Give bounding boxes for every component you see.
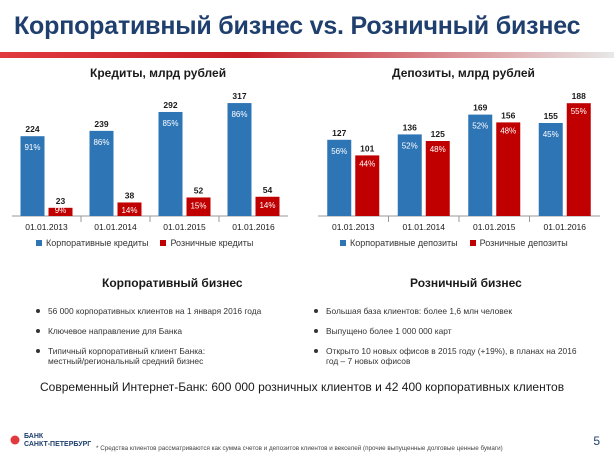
deposits-value-label: 127 bbox=[332, 128, 346, 138]
loans-share-label: 14% bbox=[259, 201, 275, 210]
loans-tick-label: 01.01.2013 bbox=[25, 222, 68, 232]
loans-bar-retail bbox=[117, 202, 142, 216]
bank-logo: БАНК САНКТ-ПЕТЕРБУРГ bbox=[10, 433, 91, 449]
legend-label: Корпоративные депозиты bbox=[350, 238, 458, 248]
legend-corporate-loans: Корпоративные кредиты bbox=[36, 238, 148, 248]
logo-line-2: САНКТ-ПЕТЕРБУРГ bbox=[24, 441, 92, 448]
loans-value-label: 23 bbox=[56, 196, 66, 206]
deposits-tick-label: 01.01.2013 bbox=[332, 222, 375, 232]
loans-bar-retail bbox=[255, 196, 280, 216]
legend-corporate-deposits: Корпоративные депозиты bbox=[340, 238, 458, 248]
deposits-chart-title: Депозиты, млрд рублей bbox=[392, 66, 535, 80]
bank-logo-text: БАНК САНКТ-ПЕТЕРБУРГ bbox=[24, 433, 91, 449]
loans-chart: 224 91% 239% 01.01.2013 239 86% 38 14% 01.01.201… bbox=[12, 91, 288, 232]
deposits-bar-corporate bbox=[468, 114, 493, 216]
loans-chart-title: Кредиты, млрд рублей bbox=[90, 66, 227, 80]
corporate-section-title: Корпоративный бизнес bbox=[102, 276, 243, 290]
legend-label: Розничные кредиты bbox=[170, 238, 254, 248]
deposits-bar-corporate bbox=[538, 123, 563, 216]
list-item: Выпущено более 1 000 000 карт bbox=[312, 326, 608, 336]
loans-bar-retail bbox=[48, 207, 73, 216]
deposits-tick-label: 01.01.2015 bbox=[473, 222, 516, 232]
loans-value-label: 239 bbox=[94, 119, 108, 129]
loans-share-label: 15% bbox=[190, 201, 206, 210]
deposits-share-label: 52% bbox=[472, 122, 488, 131]
loans-share-label: 85% bbox=[162, 119, 178, 128]
deposits-share-label: 48% bbox=[500, 126, 516, 135]
footnote: * Средства клиентов рассматриваются как … bbox=[96, 445, 503, 452]
deposits-value-label: 156 bbox=[501, 110, 515, 120]
legend-swatch-corporate bbox=[340, 240, 346, 246]
loans-value-label: 38 bbox=[125, 190, 135, 200]
internet-bank-summary: Современный Интернет-Банк: 600 000 розни… bbox=[40, 380, 565, 394]
deposits-value-label: 101 bbox=[360, 143, 374, 153]
loans-value-label: 317 bbox=[232, 91, 246, 101]
loans-value-label: 224 bbox=[25, 124, 39, 134]
legend-swatch-retail bbox=[160, 240, 167, 246]
deposits-value-label: 169 bbox=[473, 103, 487, 113]
loans-bar-corporate bbox=[20, 136, 45, 216]
loans-value-label: 292 bbox=[163, 100, 177, 110]
loans-tick-label: 01.01.2014 bbox=[94, 222, 137, 232]
deposits-value-label: 136 bbox=[403, 122, 417, 132]
legend-label: Розничные депозиты bbox=[479, 238, 568, 248]
deposits-tick-label: 01.01.2014 bbox=[402, 222, 445, 232]
loans-tick-label: 01.01.2015 bbox=[163, 222, 206, 232]
list-item: Большая база клиентов: более 1,6 млн чел… bbox=[312, 306, 608, 316]
loans-legend: Корпоративные кредиты Розничные кредиты bbox=[36, 238, 253, 248]
retail-section-title: Розничный бизнес bbox=[410, 276, 522, 290]
deposits-share-label: 48% bbox=[430, 145, 446, 154]
deposits-share-label: 44% bbox=[359, 159, 375, 168]
page-title: Корпоративный бизнес vs. Розничный бизне… bbox=[14, 12, 581, 40]
list-item: Ключевое направление для Банка bbox=[34, 326, 304, 336]
loans-share-label: 86% bbox=[231, 110, 247, 119]
list-item: Типичный корпоративный клиент Банка: мес… bbox=[34, 346, 304, 366]
legend-retail-loans: Розничные кредиты bbox=[160, 238, 253, 248]
deposits-chart: 127 56% 101 44% 01.01.2013 136 52% 125 48% 01.01.… bbox=[318, 91, 600, 232]
loans-share-label: 9% bbox=[55, 206, 67, 215]
deposits-bar-retail bbox=[355, 155, 380, 216]
deposits-value-label: 155 bbox=[544, 111, 558, 121]
deposits-bar-corporate bbox=[327, 139, 352, 216]
page-number: 5 bbox=[593, 434, 600, 448]
loans-share-label: 91% bbox=[24, 143, 40, 152]
deposits-bar-retail bbox=[566, 103, 591, 216]
deposits-value-label: 125 bbox=[431, 129, 445, 139]
loans-value-label: 54 bbox=[263, 185, 273, 195]
loans-bar-corporate bbox=[89, 130, 114, 216]
loans-bar-corporate bbox=[227, 103, 252, 216]
title-underline bbox=[0, 52, 614, 58]
list-item: Открыто 10 новых офисов в 2015 году (+19… bbox=[312, 346, 608, 366]
deposits-bar-retail bbox=[425, 141, 450, 216]
deposits-tick-label: 01.01.2016 bbox=[543, 222, 586, 232]
loans-tick-label: 01.01.2016 bbox=[232, 222, 275, 232]
legend-swatch-corporate bbox=[36, 240, 42, 246]
retail-bullets: Большая база клиентов: более 1,6 млн чел… bbox=[312, 306, 608, 376]
deposits-value-label: 188 bbox=[572, 91, 586, 101]
legend-retail-deposits: Розничные депозиты bbox=[469, 238, 568, 248]
deposits-share-label: 45% bbox=[543, 130, 559, 139]
loans-share-label: 14% bbox=[121, 206, 137, 215]
bank-logo-icon bbox=[10, 435, 20, 445]
deposits-bar-retail bbox=[496, 122, 521, 216]
deposits-share-label: 52% bbox=[402, 141, 418, 150]
deposits-share-label: 55% bbox=[571, 107, 587, 116]
deposits-bar-corporate bbox=[397, 134, 422, 216]
deposits-legend: Корпоративные депозиты Розничные депозит… bbox=[340, 238, 568, 248]
deposits-share-label: 56% bbox=[331, 147, 347, 156]
loans-bar-retail bbox=[186, 197, 211, 216]
loans-bar-corporate bbox=[158, 111, 183, 216]
corporate-bullets: 56 000 корпоративных клиентов на 1 январ… bbox=[34, 306, 304, 376]
list-item: 56 000 корпоративных клиентов на 1 январ… bbox=[34, 306, 304, 316]
legend-label: Корпоративные кредиты bbox=[46, 238, 149, 248]
loans-share-label: 86% bbox=[93, 138, 109, 147]
loans-value-label: 52 bbox=[194, 185, 204, 195]
legend-swatch-retail bbox=[469, 240, 476, 246]
logo-line-1: БАНК bbox=[24, 433, 44, 440]
